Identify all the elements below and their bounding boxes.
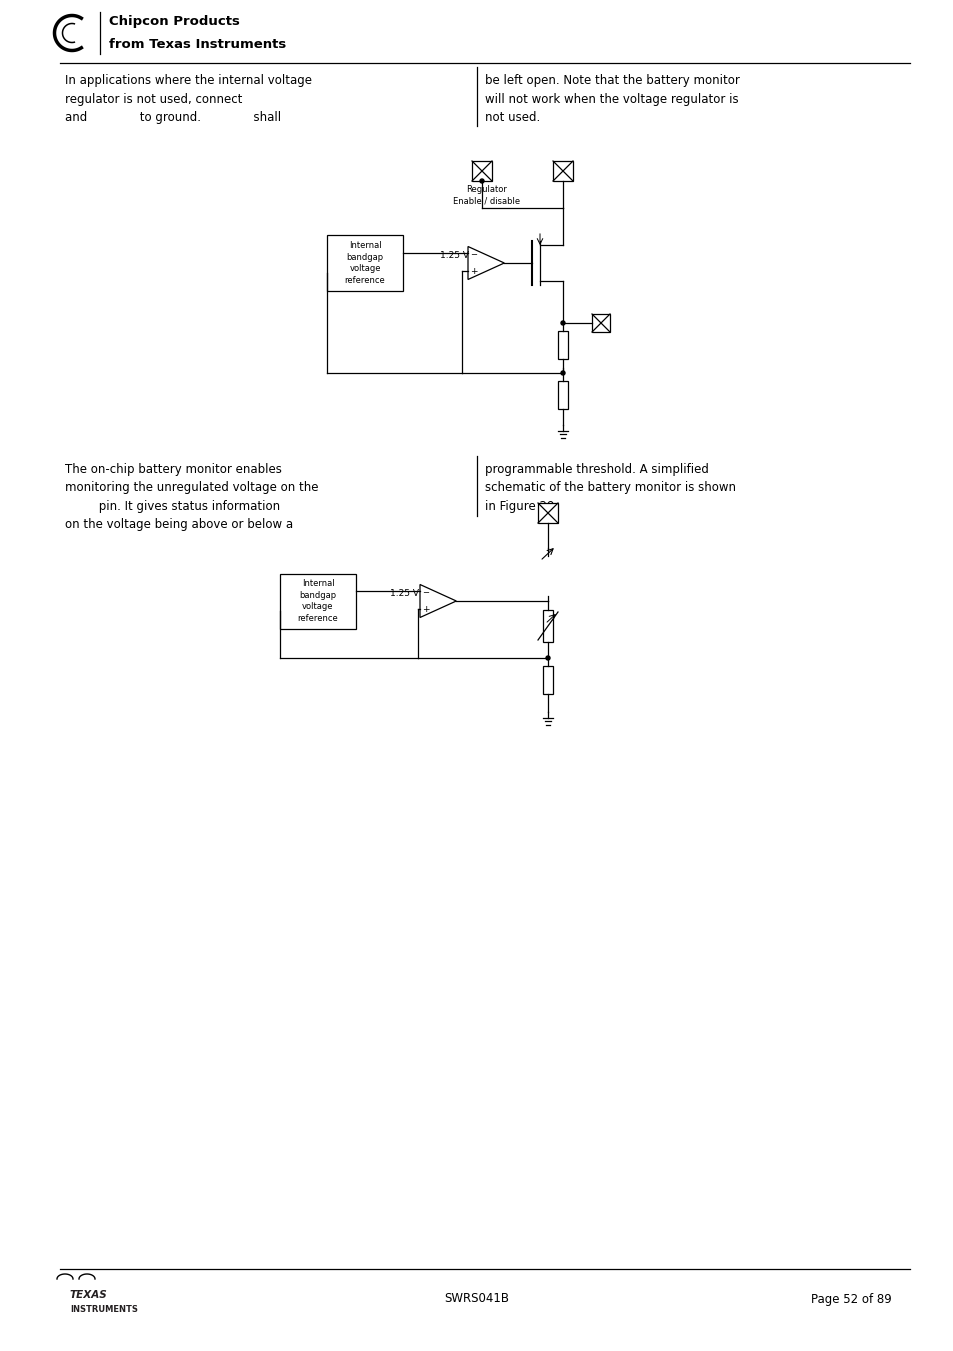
Text: 1.25 V: 1.25 V — [390, 589, 418, 597]
Bar — [537, 503, 558, 523]
Text: Page 52 of 89: Page 52 of 89 — [810, 1293, 891, 1305]
Text: TEXAS: TEXAS — [70, 1290, 108, 1300]
Text: INSTRUMENTS: INSTRUMENTS — [70, 1305, 138, 1315]
Text: The on-chip battery monitor enables
monitoring the unregulated voltage on the
  : The on-chip battery monitor enables moni… — [65, 463, 318, 531]
Bar — [327, 235, 402, 290]
Bar — [558, 331, 567, 359]
Circle shape — [545, 657, 550, 661]
Text: −: − — [421, 588, 429, 597]
Text: 1.25 V: 1.25 V — [439, 250, 469, 259]
Text: Regulator
Enable / disable: Regulator Enable / disable — [453, 185, 520, 205]
Bar — [542, 611, 553, 642]
Bar — [558, 381, 567, 409]
Text: +: + — [421, 605, 429, 613]
Bar — [280, 574, 355, 628]
Circle shape — [560, 372, 564, 376]
Text: from Texas Instruments: from Texas Instruments — [109, 38, 286, 50]
Text: SWRS041B: SWRS041B — [444, 1293, 509, 1305]
Text: +: + — [469, 267, 476, 276]
Text: Internal
bandgap
voltage
reference: Internal bandgap voltage reference — [297, 578, 338, 623]
Text: In applications where the internal voltage
regulator is not used, connect
and   : In applications where the internal volta… — [65, 74, 312, 124]
Circle shape — [479, 178, 483, 182]
Text: −: − — [470, 250, 476, 259]
Bar — [472, 161, 492, 181]
Text: Chipcon Products: Chipcon Products — [109, 15, 239, 28]
Text: be left open. Note that the battery monitor
will not work when the voltage regul: be left open. Note that the battery moni… — [484, 74, 740, 124]
Bar — [553, 161, 573, 181]
Text: programmable threshold. A simplified
schematic of the battery monitor is shown
i: programmable threshold. A simplified sch… — [484, 463, 735, 513]
Bar — [592, 313, 609, 332]
Circle shape — [560, 322, 564, 326]
Text: Internal
bandgap
voltage
reference: Internal bandgap voltage reference — [344, 240, 385, 285]
Bar — [542, 666, 553, 694]
